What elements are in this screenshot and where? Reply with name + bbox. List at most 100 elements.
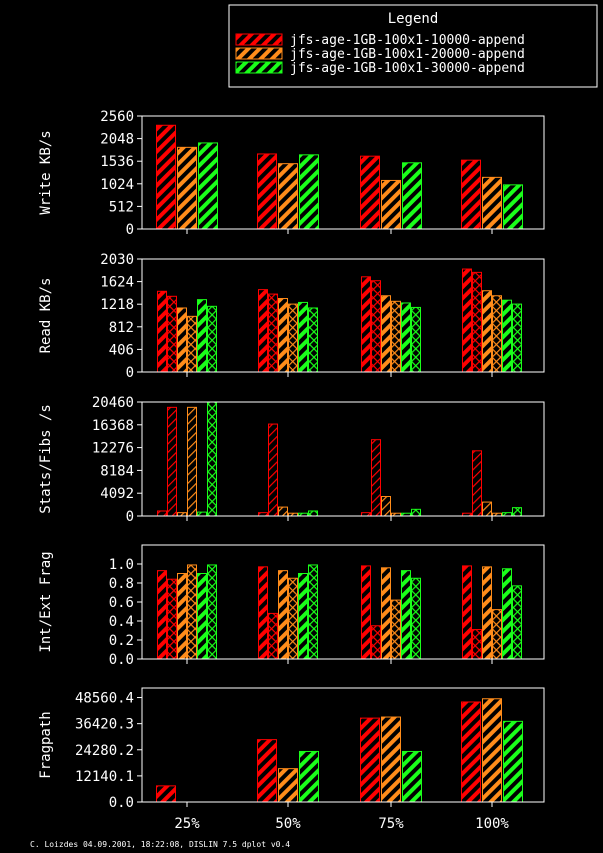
bar	[268, 612, 278, 660]
bar	[308, 564, 318, 660]
bar	[299, 154, 319, 230]
bar	[492, 609, 502, 660]
y-tick-label: 48560.4	[75, 691, 134, 707]
bar	[502, 568, 512, 660]
bar	[288, 303, 298, 373]
bar	[371, 280, 381, 373]
bar	[472, 271, 482, 373]
bar	[278, 506, 288, 517]
y-tick-label: 1536	[100, 154, 134, 170]
bar	[472, 629, 482, 660]
legend-box	[228, 4, 598, 88]
x-axis-category-labels: 25% 50% 75% 100%	[174, 816, 509, 832]
bar	[482, 501, 492, 517]
bar	[278, 768, 298, 803]
bar	[411, 508, 421, 517]
y-tick-label: 812	[109, 320, 134, 336]
bar	[411, 577, 421, 660]
y-tick-label: 0.0	[109, 652, 134, 668]
chart-panel-5: 0.0 12140.1 24280.2 36420.3 48560.4 Fragpath	[38, 687, 545, 811]
bar	[411, 306, 421, 373]
bar	[391, 300, 401, 373]
bar	[482, 290, 492, 373]
bar	[268, 293, 278, 373]
bar	[257, 739, 277, 803]
bar	[278, 570, 288, 660]
footer-credit: C. Loizdes 04.09.2001, 18:22:08, DISLIN …	[30, 840, 290, 849]
x-tick-label: 100%	[475, 816, 509, 832]
bar	[512, 303, 522, 373]
bar	[371, 625, 381, 660]
bar	[278, 163, 298, 230]
y-tick-label: 0	[126, 222, 134, 238]
bar	[462, 565, 472, 660]
bar	[512, 507, 522, 517]
y-tick-label: 24280.2	[75, 743, 134, 759]
y-axis-label: Stats/Fibs /s	[38, 404, 54, 514]
legend-swatch	[235, 33, 283, 46]
bar	[187, 564, 197, 660]
bar	[187, 406, 197, 517]
y-axis-label: Write KB/s	[38, 130, 54, 214]
y-tick-label: 0.6	[109, 595, 134, 611]
bar	[258, 289, 268, 373]
bar	[157, 570, 167, 660]
chart-panel-4: 0.0 0.2 0.4 0.6 0.8 1.0 Int/Ext Frag	[38, 544, 545, 668]
bar	[308, 307, 318, 373]
chart-panel-2: 0 406 812 1218 1624 2030 Read KB/s	[38, 252, 545, 381]
bar	[177, 146, 197, 230]
y-axis-label: Read KB/s	[38, 278, 54, 354]
bar	[278, 298, 288, 373]
legend: Legend jfs-age-1GB-100x1-10000-appendjfs…	[228, 4, 598, 88]
y-tick-label: 1.0	[109, 557, 134, 573]
y-tick-label: 20460	[92, 395, 134, 411]
bar	[167, 295, 177, 373]
bar	[207, 401, 217, 517]
y-tick-label: 2560	[100, 109, 134, 125]
bar	[198, 142, 218, 230]
bar	[167, 406, 177, 517]
bar	[472, 450, 482, 517]
bar	[167, 578, 177, 660]
bar	[156, 785, 176, 803]
bar	[402, 750, 422, 803]
bar	[197, 511, 207, 517]
bar	[381, 179, 401, 230]
legend-entry-label: jfs-age-1GB-100x1-10000-append	[290, 33, 525, 48]
bar	[402, 162, 422, 230]
bar	[482, 566, 492, 660]
bar	[482, 176, 502, 230]
legend-entry-label: jfs-age-1GB-100x1-30000-append	[290, 61, 525, 76]
chart-panel-1: 0 512 1024 1536 2048 2560 Write KB/s	[38, 109, 545, 238]
bar	[157, 510, 167, 517]
bar	[381, 295, 391, 373]
bar	[503, 184, 523, 230]
bar	[502, 512, 512, 517]
x-tick-label: 50%	[275, 816, 301, 832]
bar	[258, 566, 268, 660]
y-tick-label: 2048	[100, 132, 134, 148]
bar	[298, 301, 308, 373]
bar	[258, 512, 268, 517]
bar	[177, 307, 187, 373]
bar	[308, 510, 318, 517]
bar	[207, 564, 217, 660]
bar	[177, 512, 187, 517]
bar	[401, 570, 411, 660]
bar	[197, 299, 207, 373]
bar	[462, 268, 472, 373]
bar	[361, 512, 371, 517]
bar	[360, 717, 380, 803]
y-tick-label: 0	[126, 365, 134, 381]
bar	[207, 305, 217, 373]
bar	[461, 159, 481, 230]
y-tick-label: 512	[109, 199, 134, 215]
plot-frame	[141, 401, 545, 517]
y-tick-label: 0.2	[109, 633, 134, 649]
y-tick-label: 1218	[100, 297, 134, 313]
bar	[156, 124, 176, 230]
y-tick-label: 2030	[100, 252, 134, 268]
bar	[299, 750, 319, 803]
x-tick-label: 75%	[378, 816, 404, 832]
